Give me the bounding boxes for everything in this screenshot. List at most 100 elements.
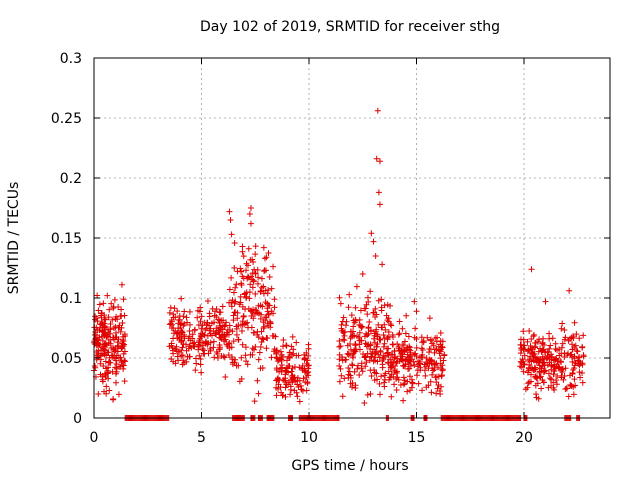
data-point [437,329,444,336]
data-point [370,358,377,365]
data-point [542,367,549,374]
data-point [186,328,193,335]
data-point [340,314,347,321]
data-point [579,344,586,351]
data-point [353,283,360,290]
data-point [532,339,539,346]
data-point [380,343,387,350]
data-point [545,384,552,391]
data-point [238,328,245,335]
data-point [435,373,442,380]
data-point [385,368,392,375]
data-point [196,352,203,359]
data-point [249,284,256,291]
data-point [387,374,394,381]
data-point [265,250,272,257]
data-point [355,362,362,369]
data-point [244,361,251,368]
data-point [92,316,99,323]
data-point [219,303,226,310]
data-point [273,354,280,361]
data-point [100,329,107,336]
data-point [413,308,420,315]
data-point [258,275,265,282]
data-point [227,217,234,223]
data-point [184,319,191,326]
data-point [231,309,238,316]
data-point [305,345,312,352]
data-point [368,372,375,379]
data-point [233,281,240,288]
data-point [396,318,403,325]
data-point [118,306,125,313]
data-point [222,374,229,381]
data-point [395,376,402,383]
data-point [387,302,394,309]
data-point [520,328,527,335]
data-point [120,296,127,303]
data-point [576,335,583,342]
data-point [117,354,124,361]
data-point [225,351,232,358]
data-point [407,347,414,354]
data-point [438,344,445,351]
data-point [226,327,233,334]
data-point [378,307,385,314]
data-point [181,331,188,338]
data-point [113,368,120,375]
data-point [355,334,362,341]
data-point [190,340,197,347]
data-point [546,354,553,361]
data-point [258,284,265,291]
data-point [432,374,439,381]
data-point [303,374,310,381]
data-point [407,387,414,394]
data-point [252,243,259,250]
data-point [433,338,440,345]
data-point [193,360,200,367]
data-point [537,373,544,380]
data-point [99,378,106,385]
data-point [106,387,113,394]
data-point [348,333,355,340]
data-point [344,350,351,357]
data-point [389,341,396,348]
data-point [186,308,193,315]
data-point [579,379,586,386]
data-point [399,342,406,349]
data-point [400,397,407,404]
data-point [419,351,426,358]
data-point [429,371,436,378]
data-point [203,325,210,332]
data-point [359,271,366,277]
data-point [264,320,271,327]
data-point [201,350,208,357]
data-point [105,349,112,356]
data-point [110,305,117,312]
data-point [434,364,441,371]
data-point [108,352,115,359]
data-point [283,342,290,349]
data-point [197,361,204,368]
data-point [400,374,407,381]
data-point [531,331,538,338]
data-point [287,386,294,393]
grid [94,58,610,418]
data-point [231,240,238,247]
data-point [566,335,573,342]
data-point [337,365,344,372]
data-point [207,347,214,354]
data-point [518,359,525,366]
data-point [254,280,261,287]
data-point [231,264,238,271]
data-point [534,338,541,345]
data-point [569,358,576,365]
data-point [345,365,352,372]
data-point [524,348,531,355]
data-point [167,304,174,311]
data-point [336,294,343,301]
data-point [406,373,413,380]
data-point [388,322,395,329]
data-point [433,390,440,397]
